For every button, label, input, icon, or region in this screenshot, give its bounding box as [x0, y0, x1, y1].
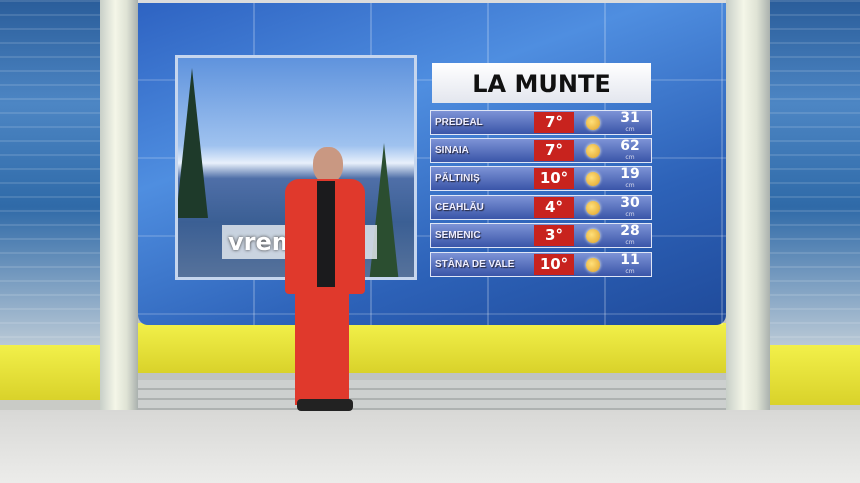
- presenter-shirt: [317, 181, 335, 289]
- temperature-badge: 4°: [534, 197, 574, 218]
- presenter-shoes: [297, 399, 353, 411]
- snow-unit: cm: [625, 154, 635, 161]
- right-yellow-band: [770, 345, 860, 405]
- location-name: PĂLTINIȘ: [435, 173, 480, 184]
- snow-unit: cm: [625, 239, 635, 246]
- sun-icon: [586, 229, 600, 243]
- temperature-badge: 10°: [534, 254, 574, 275]
- location-name: SEMENIC: [435, 230, 481, 241]
- right-pillar: [726, 0, 770, 428]
- snow-unit: cm: [625, 268, 635, 275]
- presenter: [283, 147, 373, 427]
- left-yellow-band: [0, 345, 100, 400]
- location-name: PREDEAL: [435, 117, 483, 128]
- temperature-badge: 10°: [534, 168, 574, 189]
- sun-icon: [586, 201, 600, 215]
- sun-icon: [586, 258, 600, 272]
- forecast-row: CEAHLĂU 4° 30 cm: [430, 195, 652, 220]
- snow-depth: 19: [620, 166, 640, 182]
- forecast-row: PREDEAL 7° 31 cm: [430, 110, 652, 135]
- studio-floor: [0, 410, 860, 483]
- presenter-head: [313, 147, 343, 183]
- temperature-badge: 3°: [534, 225, 574, 246]
- right-studio-panel: [770, 0, 860, 345]
- forecast-row: SINAIA 7° 62 cm: [430, 138, 652, 163]
- temperature-badge: 7°: [534, 112, 574, 133]
- location-name: STÂNA DE VALE: [435, 259, 515, 270]
- sun-icon: [586, 172, 600, 186]
- snow-unit: cm: [625, 126, 635, 133]
- snow-unit: cm: [625, 211, 635, 218]
- board-title: LA MUNTE: [432, 63, 651, 103]
- sun-icon: [586, 116, 600, 130]
- snow-depth: 11: [620, 252, 640, 268]
- left-pillar: [100, 0, 138, 425]
- location-name: SINAIA: [435, 145, 469, 156]
- snow-depth: 30: [620, 195, 640, 211]
- forecast-row: PĂLTINIȘ 10° 19 cm: [430, 166, 652, 191]
- lower-wall: [138, 315, 726, 415]
- forecast-row: STÂNA DE VALE 10° 11 cm: [430, 252, 652, 277]
- forecast-row: SEMENIC 3° 28 cm: [430, 223, 652, 248]
- left-studio-panel: [0, 0, 100, 345]
- snow-depth: 31: [620, 110, 640, 126]
- temperature-badge: 7°: [534, 140, 574, 161]
- snow-depth: 62: [620, 138, 640, 154]
- snow-depth: 28: [620, 223, 640, 239]
- location-name: CEAHLĂU: [435, 202, 484, 213]
- presenter-trousers: [295, 287, 349, 405]
- snow-unit: cm: [625, 182, 635, 189]
- sun-icon: [586, 144, 600, 158]
